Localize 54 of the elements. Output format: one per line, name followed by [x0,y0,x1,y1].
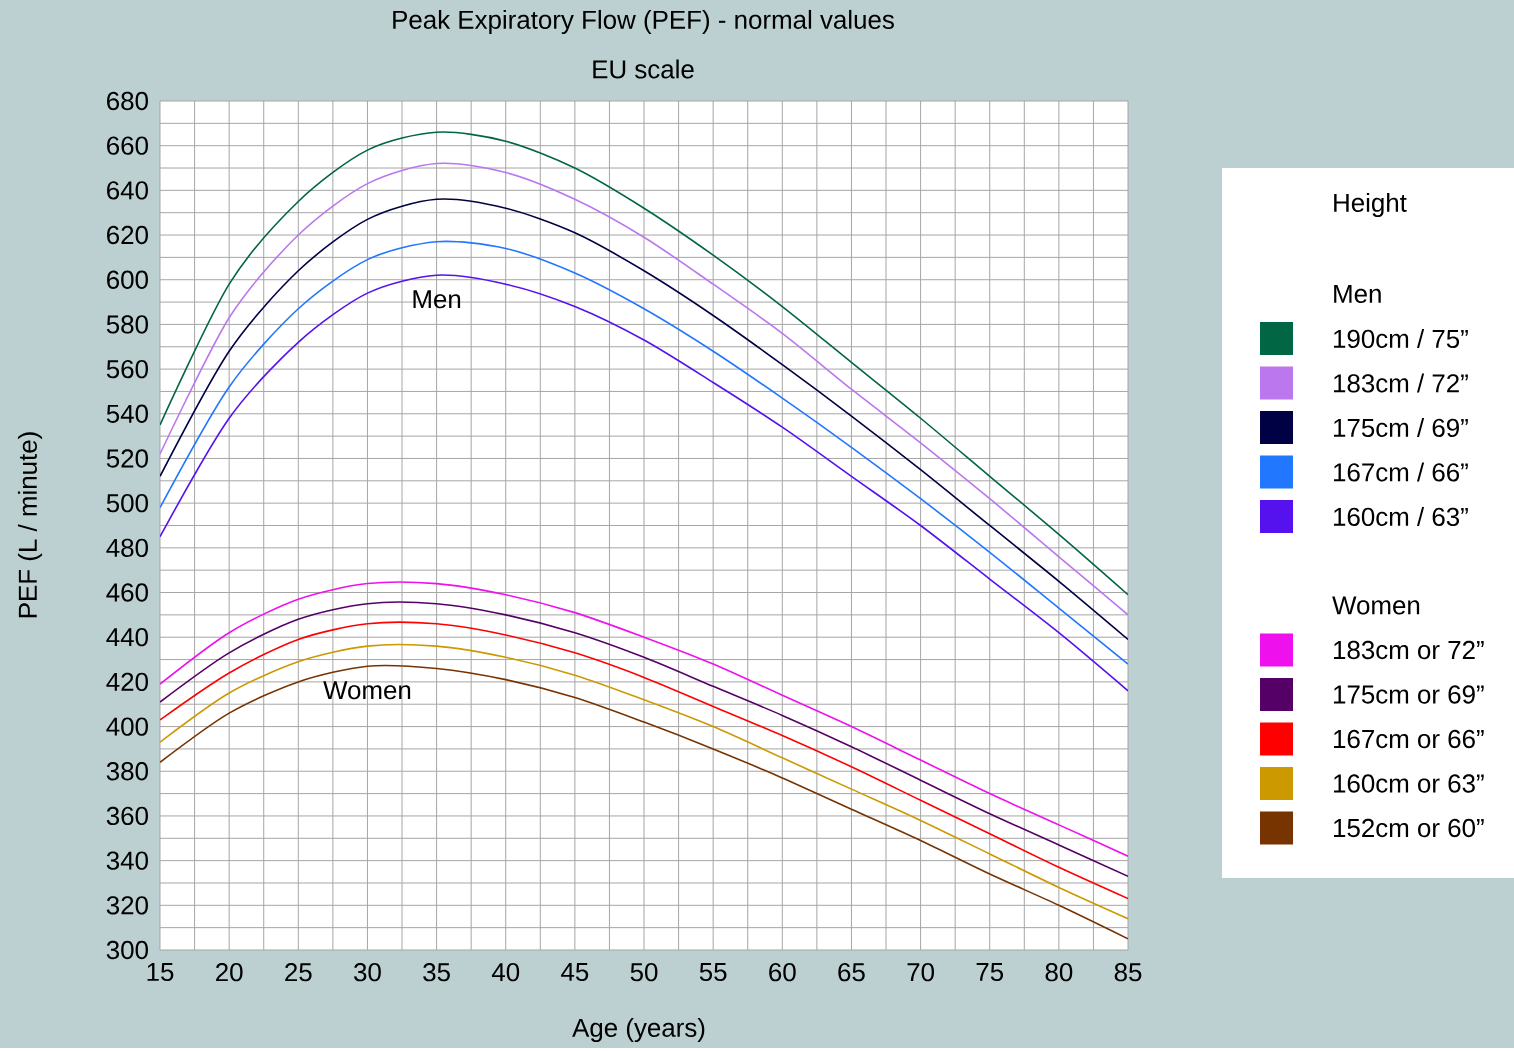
legend-label: 167cm / 66” [1334,462,1468,482]
y-tick-label: 660 [107,136,148,155]
legend-title: Height [1334,193,1407,218]
text: Men [1334,285,1381,304]
x-tick-label: 50 [630,963,658,982]
legend-label: 175cm / 69” [1334,418,1468,438]
x-tick-label: 60 [769,963,796,982]
y-tick-label: 420 [106,672,148,692]
annotation: Men [413,290,461,309]
y-tick-label: 580 [106,315,148,334]
y-tick-label: 500 [106,494,148,513]
y-tick-label: 380 [106,762,148,781]
x-tick-label: 15 [147,963,174,982]
x-tick-label: 30 [354,963,381,982]
y-tick-label: 640 [107,181,148,200]
legend-label: 167cm or 66” [1334,729,1484,749]
legend-label: 152cm or 60” [1334,818,1484,838]
x-tick-label: 55 [699,963,727,982]
x-tick-label: 45 [561,963,589,982]
y-tick-label: 600 [107,270,148,290]
y-tick-label: 460 [106,583,148,602]
y-tick-label: 560 [106,360,148,379]
legend-label: 160cm / 63” [1334,507,1468,527]
y-axis-title: PEF (L / minute) [17,432,43,618]
x-tick-label: 20 [216,963,243,982]
x-tick-label: 25 [285,963,312,982]
x-tick-label: 70 [907,963,934,982]
y-tick-label: 360 [106,806,148,826]
legend-label: 183cm / 72” [1334,373,1468,393]
x-tick-label: 80 [1045,963,1073,982]
x-tick-label: 65 [838,963,865,982]
chart-title: Peak Expiratory Flow (PEF) - normal values [393,10,894,35]
legend-label: 175cm or 69” [1334,685,1484,704]
x-tick-label: 75 [976,963,1004,982]
y-tick-label: 320 [106,896,148,915]
x-tick-label: 40 [491,963,520,982]
text: Women [1332,596,1420,615]
legend-label: 190cm / 75” [1334,329,1468,349]
x-tick-label: 85 [1114,963,1142,982]
y-tick-label: 540 [106,404,148,424]
legend-label: 160cm or 63” [1334,774,1484,793]
y-tick-label: 440 [106,628,148,647]
chart-subtitle: EU scale [593,59,694,79]
legend-label: 183cm or 72” [1334,640,1484,660]
y-tick-label: 300 [106,940,148,960]
x-axis-title: Age (years) [572,1018,705,1043]
x-tick-label: 35 [423,963,450,982]
y-tick-label: 620 [107,226,148,245]
y-tick-label: 400 [106,717,148,736]
annotation: Women [323,681,411,700]
y-tick-label: 480 [106,538,148,558]
y-tick-label: 680 [107,91,148,111]
y-tick-label: 520 [106,449,148,468]
y-tick-label: 340 [106,851,148,870]
